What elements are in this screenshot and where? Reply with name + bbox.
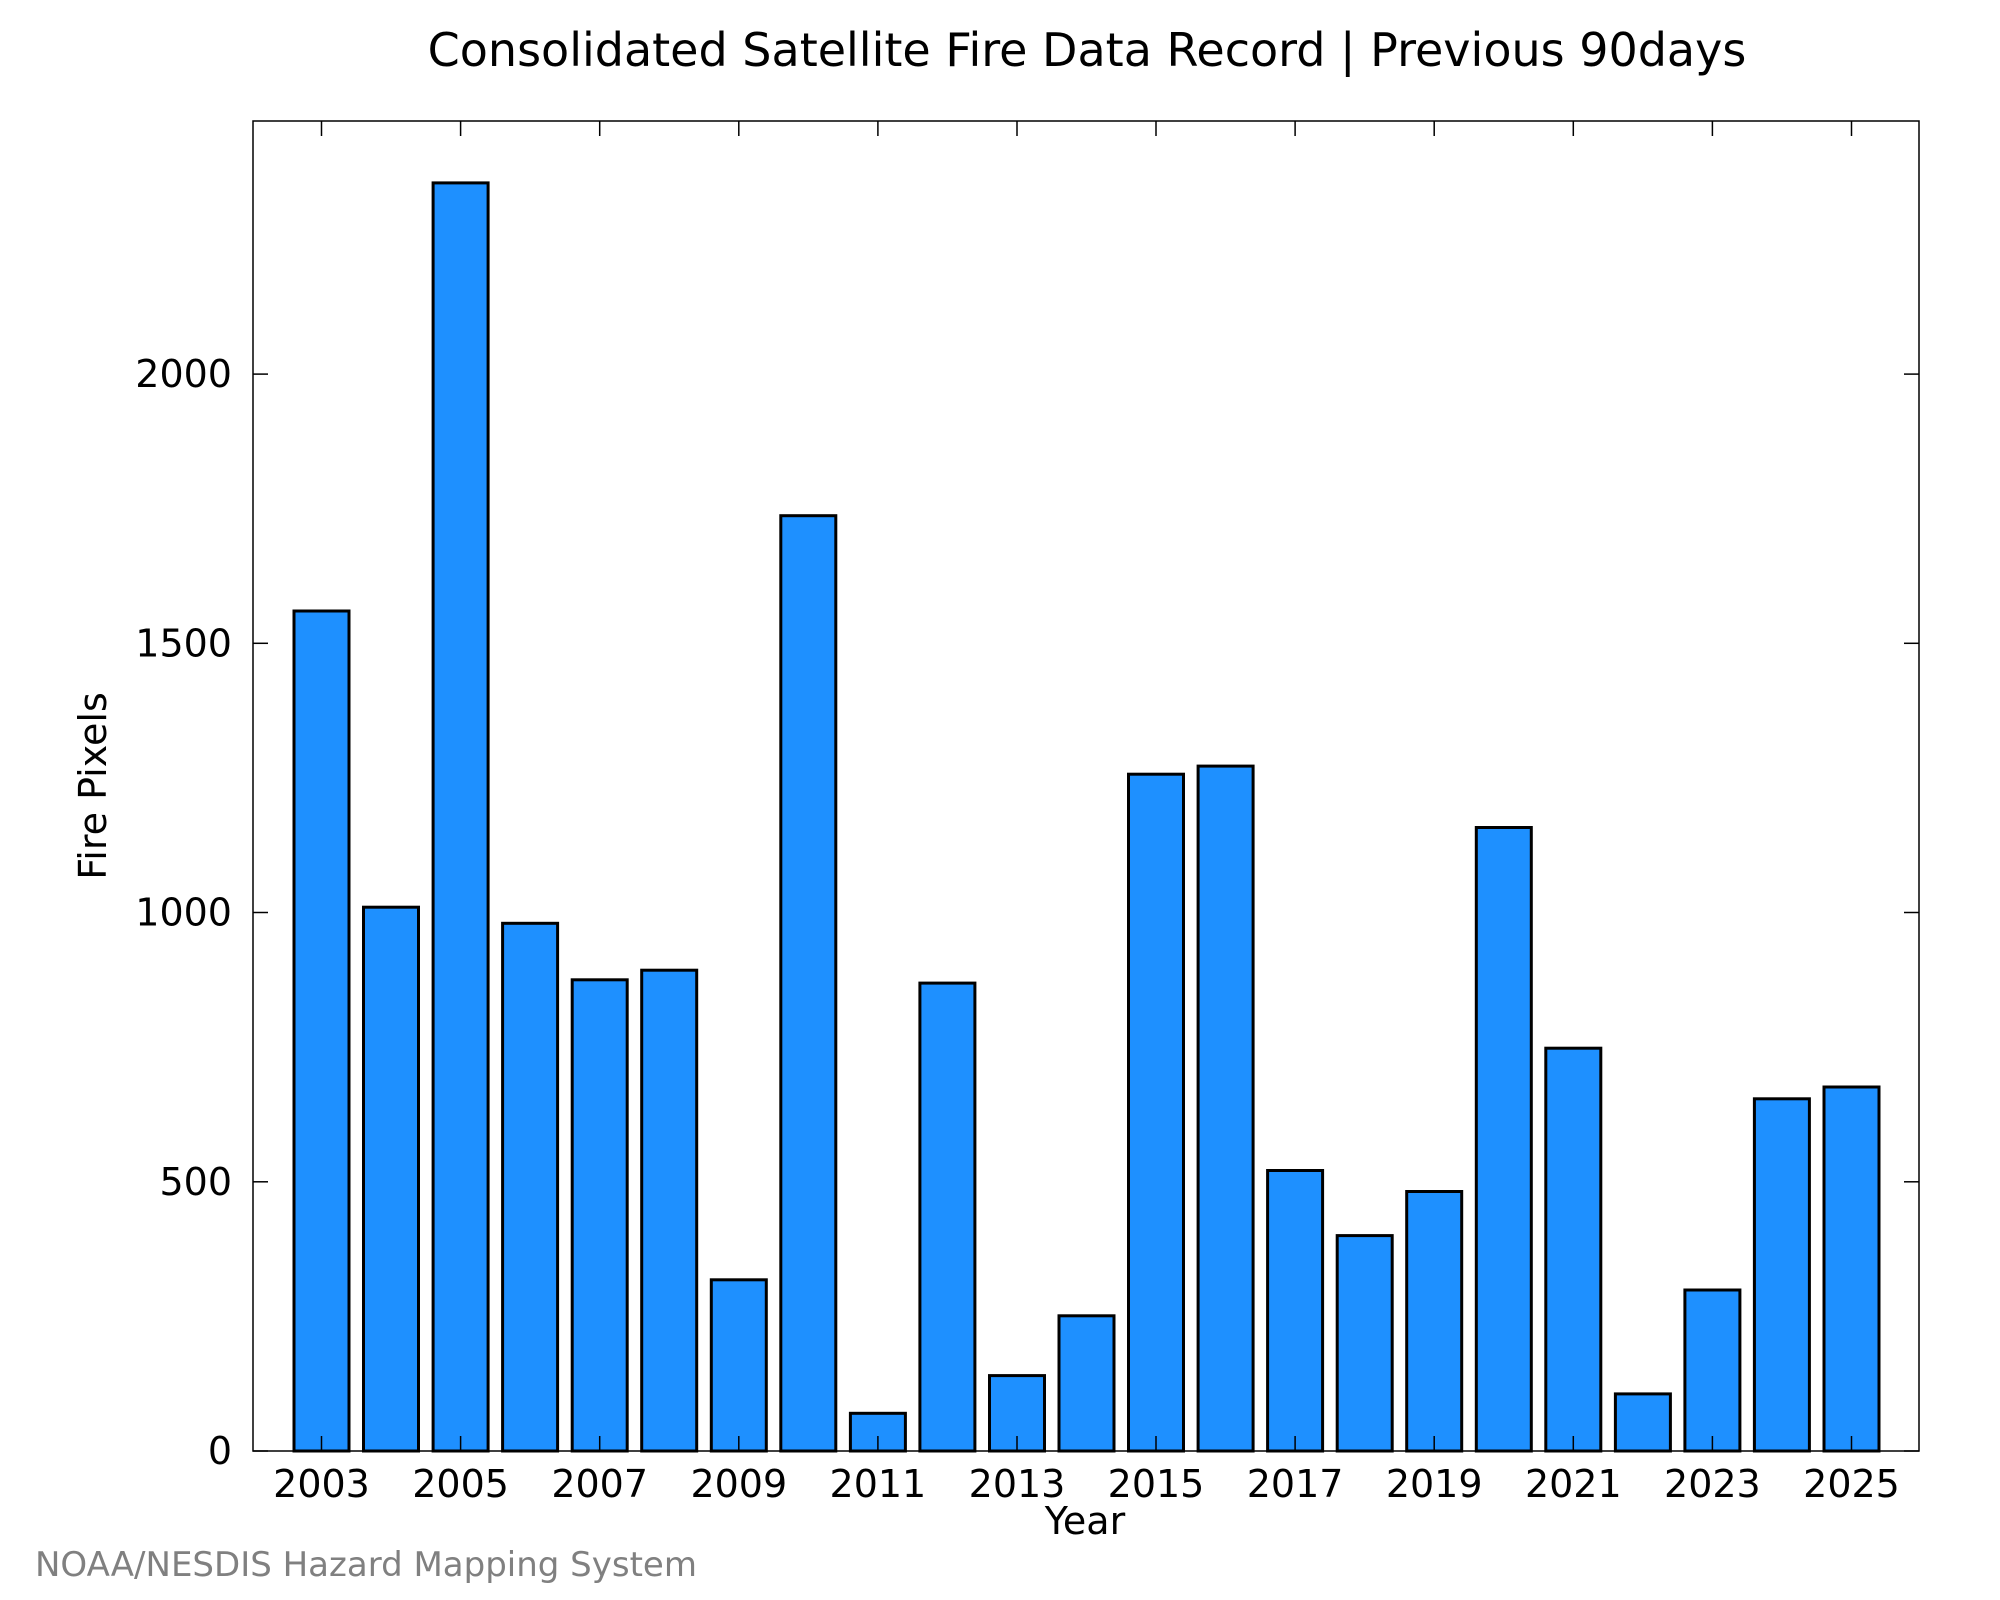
bar-2022 bbox=[1613, 1392, 1672, 1453]
x-tick-label-2007: 2007 bbox=[551, 1462, 648, 1506]
bar-2021 bbox=[1544, 1046, 1603, 1453]
x-tick-label-2017: 2017 bbox=[1247, 1462, 1344, 1506]
x-tick-label-2003: 2003 bbox=[273, 1462, 370, 1506]
bar-2023 bbox=[1683, 1288, 1742, 1453]
y-tick-label-2000: 2000 bbox=[135, 352, 232, 396]
bar-2019 bbox=[1405, 1190, 1464, 1453]
bar-2015 bbox=[1127, 772, 1185, 1453]
y-tick-label-1500: 1500 bbox=[135, 621, 232, 665]
bar-2004 bbox=[362, 905, 420, 1453]
x-tick-label-2013: 2013 bbox=[969, 1462, 1066, 1506]
bar-2020 bbox=[1474, 826, 1533, 1453]
bar-2009 bbox=[709, 1278, 768, 1453]
x-tick-label-2011: 2011 bbox=[830, 1462, 927, 1506]
bar-2025 bbox=[1822, 1085, 1881, 1453]
bar-2008 bbox=[640, 968, 699, 1453]
bar-2014 bbox=[1057, 1314, 1116, 1453]
y-tick-label-500: 500 bbox=[159, 1160, 232, 1204]
bar-2007 bbox=[570, 978, 629, 1453]
y-axis-title: Fire Pixels bbox=[71, 692, 115, 880]
bar-2005 bbox=[431, 181, 490, 1453]
bar-2012 bbox=[918, 981, 977, 1453]
x-tick-label-2023: 2023 bbox=[1664, 1462, 1761, 1506]
x-tick-label-2025: 2025 bbox=[1803, 1462, 1900, 1506]
y-tick-label-0: 0 bbox=[208, 1429, 232, 1473]
x-axis-title: Year bbox=[1044, 1499, 1126, 1543]
bar-2006 bbox=[501, 921, 560, 1453]
x-tick-label-2005: 2005 bbox=[412, 1462, 509, 1506]
source-attribution: NOAA/NESDIS Hazard Mapping System bbox=[35, 1545, 697, 1585]
bars-group bbox=[292, 181, 1881, 1453]
x-tick-label-2021: 2021 bbox=[1525, 1462, 1622, 1506]
y-tick-label-1000: 1000 bbox=[135, 891, 232, 935]
bar-2010 bbox=[779, 514, 838, 1453]
bar-2003 bbox=[292, 609, 351, 1453]
bar-2024 bbox=[1752, 1097, 1811, 1453]
chart-title: Consolidated Satellite Fire Data Record … bbox=[428, 23, 1747, 78]
bar-2018 bbox=[1335, 1234, 1394, 1453]
bar-2016 bbox=[1196, 764, 1255, 1453]
y-axis-ticks: 0 500 1000 1500 2000 bbox=[135, 352, 1919, 1473]
x-tick-label-2015: 2015 bbox=[1108, 1462, 1205, 1506]
x-tick-label-2019: 2019 bbox=[1386, 1462, 1483, 1506]
bar-2017 bbox=[1266, 1169, 1325, 1453]
x-tick-label-2009: 2009 bbox=[690, 1462, 787, 1506]
x-axis-ticks: 2003 2005 2007 2009 2011 2013 2015 2017 2019 2021… bbox=[273, 121, 1900, 1506]
